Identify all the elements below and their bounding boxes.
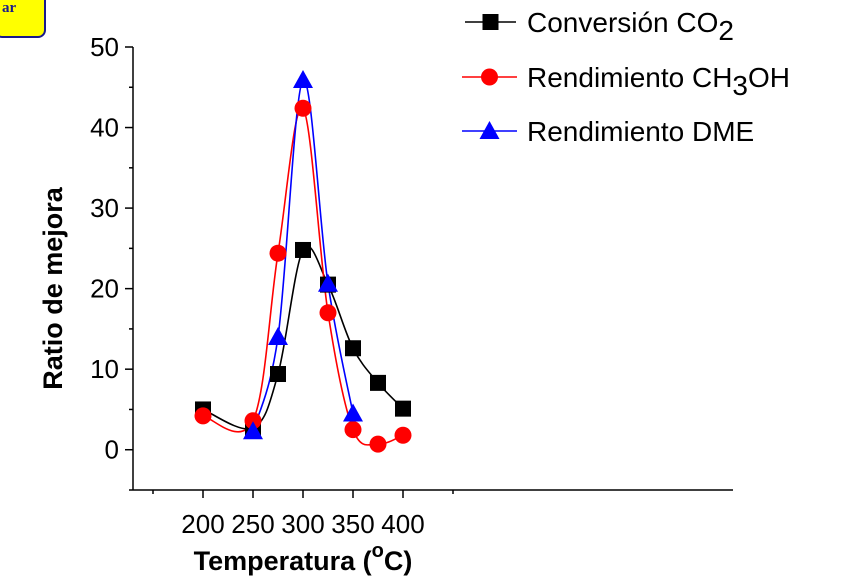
chart-axes: 0 10 20 30 40 50 200 250 300 350 400 xyxy=(90,32,733,539)
data-point-series-1 xyxy=(369,435,387,453)
y-tick-label: 50 xyxy=(90,32,119,62)
y-axis-title: Ratio de mejora xyxy=(38,186,68,390)
y-tick-label: 10 xyxy=(90,354,119,384)
data-point-series-0 xyxy=(295,241,311,258)
data-point-series-2 xyxy=(343,403,363,422)
data-point-series-0 xyxy=(270,366,286,383)
data-point-series-2 xyxy=(243,421,263,440)
chart-legend: Conversión CO2 Rendimiento CH3OH Rendimien… xyxy=(462,7,790,147)
data-point-series-1 xyxy=(394,426,412,444)
data-point-series-1 xyxy=(294,99,312,117)
y-tick-label: 40 xyxy=(90,113,119,143)
x-tick-label: 200 xyxy=(181,509,224,539)
y-tick-label: 0 xyxy=(105,435,119,465)
legend-marker-1 xyxy=(481,68,498,86)
chart-markers xyxy=(194,70,412,453)
legend-label-2: Rendimiento DME xyxy=(527,116,754,147)
data-point-series-0 xyxy=(395,400,411,417)
data-point-series-0 xyxy=(370,374,386,391)
data-point-series-1 xyxy=(194,407,212,425)
data-point-series-1 xyxy=(344,421,362,439)
legend-marker-0 xyxy=(482,14,499,30)
data-point-series-1 xyxy=(269,244,287,262)
series-line-0 xyxy=(202,245,404,430)
data-point-series-1 xyxy=(319,304,337,322)
y-tick-label: 20 xyxy=(90,274,119,304)
corner-badge-text: ar xyxy=(2,0,17,16)
data-point-series-1 xyxy=(244,412,262,430)
x-tick-label: 250 xyxy=(231,509,274,539)
data-point-series-0 xyxy=(345,340,361,357)
data-point-series-2 xyxy=(268,326,288,345)
corner-badge: ar xyxy=(0,0,46,38)
legend-label-0: Conversión CO2 xyxy=(527,7,734,46)
legend-label-1: Rendimiento CH3OH xyxy=(527,62,790,101)
x-tick-label: 300 xyxy=(281,509,324,539)
data-point-series-2 xyxy=(318,273,338,292)
series-line-1 xyxy=(202,107,404,446)
legend-marker-2 xyxy=(479,121,500,139)
x-tick-label: 400 xyxy=(381,509,424,539)
data-point-series-2 xyxy=(293,70,313,89)
x-tick-label: 350 xyxy=(331,509,374,539)
x-axis-title: Temperatura (oC) xyxy=(194,540,413,576)
y-tick-label: 30 xyxy=(90,193,119,223)
